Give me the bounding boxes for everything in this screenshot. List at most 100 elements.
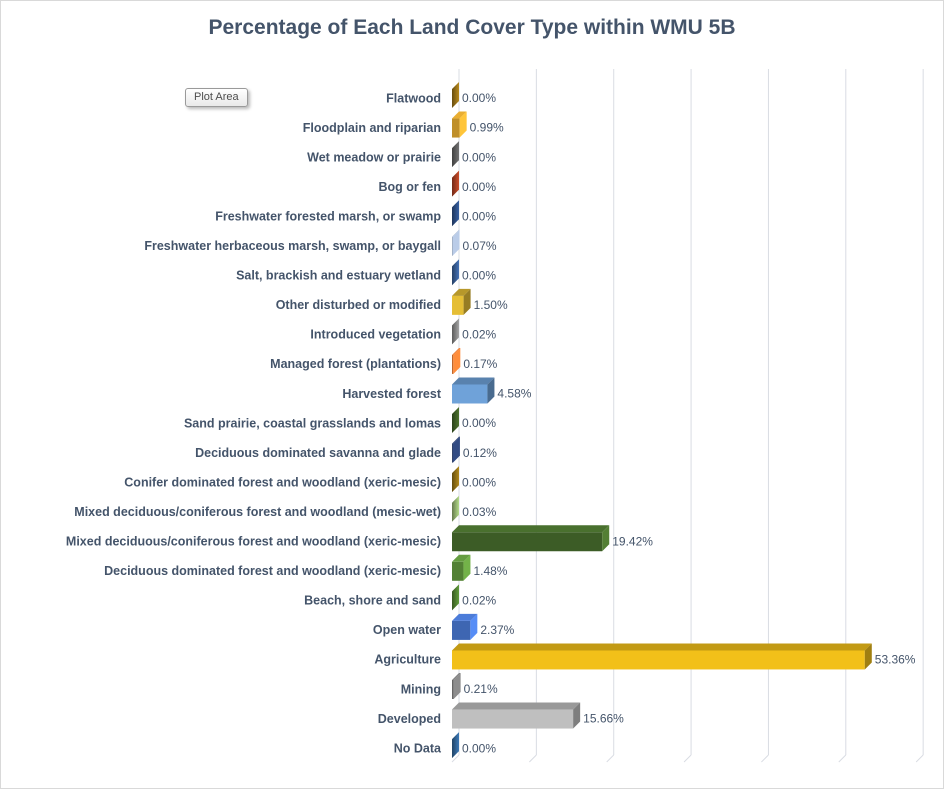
gridline-foot xyxy=(683,754,692,763)
category-label: Developed xyxy=(378,712,441,726)
bar[interactable] xyxy=(452,259,459,286)
bar[interactable] xyxy=(452,384,488,404)
value-label: 1.50% xyxy=(474,298,508,312)
bar[interactable] xyxy=(452,561,464,581)
value-label: 4.58% xyxy=(497,387,531,401)
bar-side-face[interactable] xyxy=(453,347,461,374)
bar[interactable] xyxy=(452,141,459,168)
value-label: 0.03% xyxy=(462,505,496,519)
bar[interactable] xyxy=(452,443,453,463)
bar-side-face[interactable] xyxy=(602,525,610,552)
bar-side-face[interactable] xyxy=(459,111,467,138)
bar[interactable] xyxy=(452,532,603,552)
category-label: Bog or fen xyxy=(379,180,442,194)
bar[interactable] xyxy=(452,584,459,611)
bar-top-face[interactable] xyxy=(452,702,581,710)
category-label: Conifer dominated forest and woodland (x… xyxy=(124,475,441,489)
bar-top-face[interactable] xyxy=(452,111,467,119)
bar-side-face[interactable] xyxy=(864,643,872,670)
bar-side-face[interactable] xyxy=(573,702,581,729)
bar[interactable] xyxy=(452,680,454,699)
bar-side-face[interactable] xyxy=(470,613,478,640)
category-label: Mixed deciduous/coniferous forest and wo… xyxy=(66,535,441,549)
category-label: Salt, brackish and estuary wetland xyxy=(236,269,441,283)
bar[interactable] xyxy=(452,118,460,138)
category-label: Open water xyxy=(373,623,441,637)
bar-side-face[interactable] xyxy=(453,673,461,699)
bar[interactable] xyxy=(452,407,459,434)
value-label: 0.02% xyxy=(462,328,496,342)
bar[interactable] xyxy=(452,200,459,227)
bar-side-face[interactable] xyxy=(463,288,471,315)
category-label: Deciduous dominated forest and woodland … xyxy=(104,564,441,578)
category-label: Harvested forest xyxy=(342,387,441,401)
bar[interactable] xyxy=(452,354,454,374)
value-label: 0.00% xyxy=(462,180,496,194)
bar-side-face[interactable] xyxy=(487,377,495,404)
gridline-foot xyxy=(838,754,847,763)
bar-top-face[interactable] xyxy=(452,436,460,444)
value-label: 0.12% xyxy=(463,446,497,460)
value-label: 2.37% xyxy=(480,623,514,637)
value-label: 0.21% xyxy=(464,682,498,696)
category-label: Other disturbed or modified xyxy=(276,298,441,312)
value-label: 15.66% xyxy=(583,712,624,726)
bar[interactable] xyxy=(452,709,574,729)
gridline-foot xyxy=(761,754,769,763)
gridline-foot xyxy=(529,754,537,763)
category-label: Sand prairie, coastal grasslands and lom… xyxy=(184,416,441,430)
bar[interactable] xyxy=(452,295,464,315)
bar-side-face[interactable] xyxy=(452,436,460,463)
bar-top-face[interactable] xyxy=(452,613,478,621)
value-label: 0.17% xyxy=(463,357,497,371)
bar[interactable] xyxy=(452,82,459,108)
category-label: Freshwater forested marsh, or swamp xyxy=(215,209,441,223)
value-label: 0.02% xyxy=(462,594,496,608)
category-label: Managed forest (plantations) xyxy=(270,357,441,371)
bar-side-face[interactable] xyxy=(452,229,460,256)
bar[interactable] xyxy=(452,620,471,640)
category-label: Introduced vegetation xyxy=(310,328,441,342)
value-label: 0.00% xyxy=(462,268,496,282)
value-label: 0.00% xyxy=(462,209,496,223)
category-label: Freshwater herbaceous marsh, swamp, or b… xyxy=(144,239,441,253)
bar-top-face[interactable] xyxy=(452,288,471,296)
category-label: Mining xyxy=(401,682,441,696)
value-label: 0.07% xyxy=(463,239,497,253)
bar-top-face[interactable] xyxy=(452,525,610,533)
value-label: 53.36% xyxy=(875,653,916,667)
value-label: 1.48% xyxy=(473,564,507,578)
gridline-foot xyxy=(451,754,460,763)
bar-top-face[interactable] xyxy=(452,229,460,237)
bar-top-face[interactable] xyxy=(452,554,471,562)
value-label: 19.42% xyxy=(612,534,653,548)
gridline-foot xyxy=(606,754,615,763)
category-label: Floodplain and riparian xyxy=(303,121,441,135)
bar-top-face[interactable] xyxy=(452,673,461,680)
value-label: 0.99% xyxy=(470,121,504,135)
plot-area-tooltip: Plot Area xyxy=(185,88,248,107)
value-label: 0.00% xyxy=(462,150,496,164)
bar[interactable] xyxy=(452,650,865,670)
category-label: Mixed deciduous/coniferous forest and wo… xyxy=(74,505,441,519)
category-label: Deciduous dominated savanna and glade xyxy=(195,446,441,460)
bar[interactable] xyxy=(452,170,459,197)
category-label: Agriculture xyxy=(374,653,441,667)
category-label: No Data xyxy=(394,741,442,755)
bar[interactable] xyxy=(452,495,459,522)
bar-side-face[interactable] xyxy=(463,554,471,581)
chart-title: Percentage of Each Land Cover Type withi… xyxy=(208,16,736,39)
bar-top-face[interactable] xyxy=(452,377,495,385)
value-label: 0.00% xyxy=(462,475,496,489)
gridline-foot xyxy=(915,754,924,763)
category-label: Wet meadow or prairie xyxy=(307,150,441,164)
bar[interactable] xyxy=(452,318,459,345)
value-label: 0.00% xyxy=(462,416,496,430)
bar-top-face[interactable] xyxy=(452,643,872,651)
bar[interactable] xyxy=(452,732,459,759)
bar-top-face[interactable] xyxy=(452,347,461,355)
bar[interactable] xyxy=(452,236,453,256)
bar[interactable] xyxy=(452,466,459,493)
